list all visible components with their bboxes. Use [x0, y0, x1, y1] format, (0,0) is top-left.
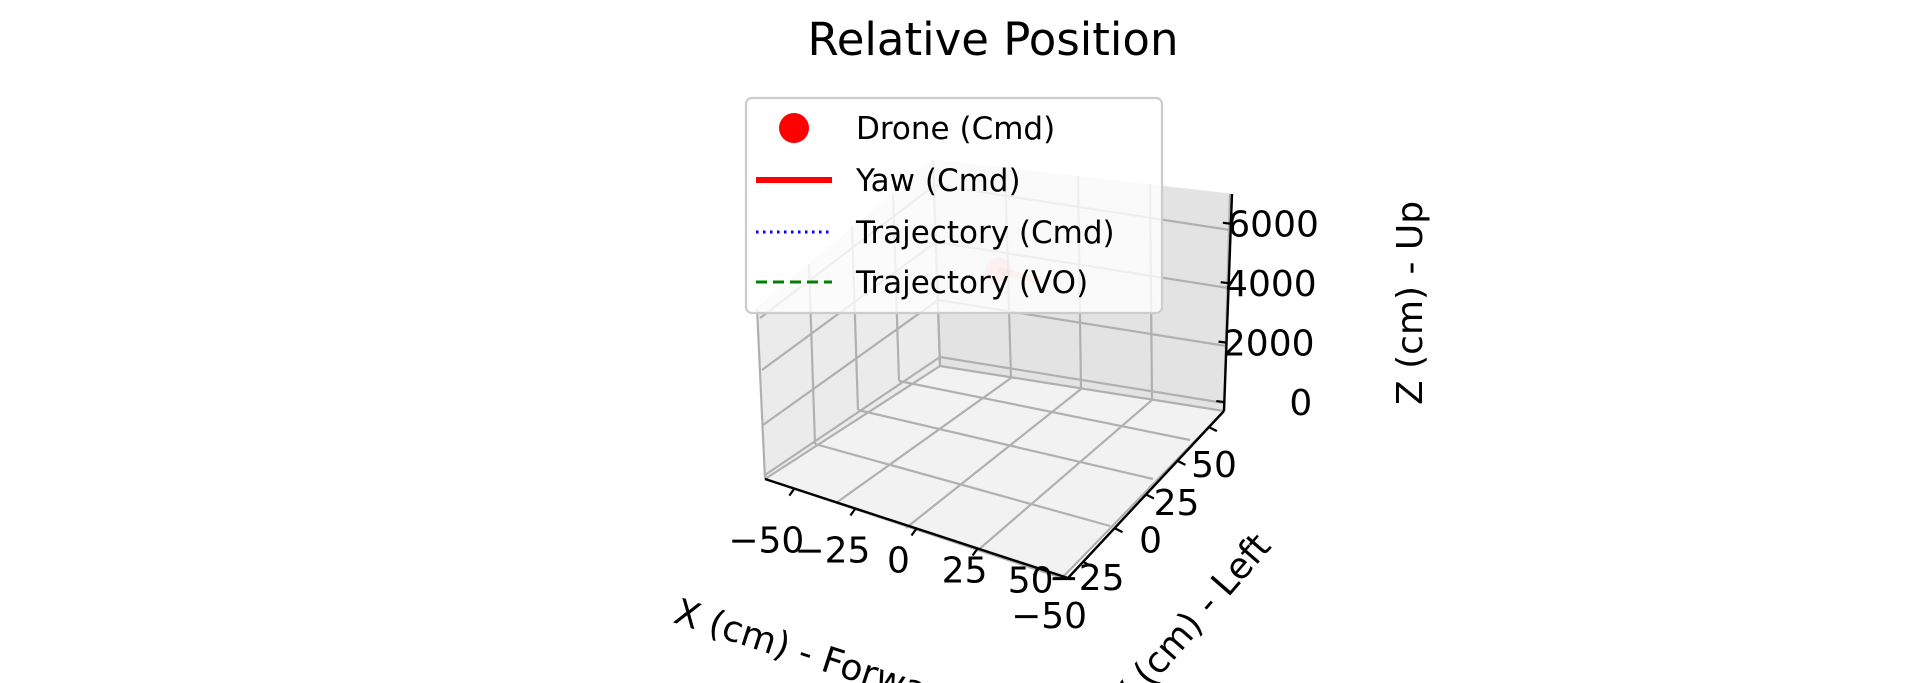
z-axis-line [1222, 193, 1234, 412]
y-tick-mark [1082, 560, 1092, 567]
z-axis-ticks: 0 2000 4000 6000 [1216, 205, 1319, 424]
x-tick-mark [849, 507, 857, 517]
y-tick-mark [1145, 493, 1155, 500]
legend-label: Drone (Cmd) [856, 111, 1055, 147]
z-tick-mark [1218, 340, 1227, 344]
chart-title: Relative Position [808, 13, 1179, 66]
z-tick-label: 0 [1289, 383, 1312, 424]
z-axis-label: Z (cm) - Up [1390, 201, 1431, 405]
legend-entries: Drone (Cmd) Yaw (Cmd) Trajectory (Cmd) Traj… [756, 111, 1115, 301]
y-tick-label: 0 [1139, 521, 1162, 562]
z-tick-label: 2000 [1223, 324, 1315, 365]
x-tick-mark [910, 527, 918, 537]
legend-label: Trajectory (VO) [855, 265, 1088, 301]
z-tick-label: 6000 [1227, 205, 1319, 246]
x-tick-label: −25 [794, 531, 870, 572]
z-tick-label: 4000 [1225, 264, 1317, 305]
x-tick-mark [788, 487, 796, 497]
y-tick-mark [1176, 459, 1186, 466]
x-axis-ticks: −50−25 0 25 50 [728, 487, 1054, 601]
y-tick-mark [1208, 426, 1218, 433]
x-tick-mark [1032, 567, 1040, 577]
x-tick-label: 25 [942, 550, 988, 591]
y-tick-mark [1114, 527, 1124, 534]
z-tick-mark [1216, 399, 1225, 404]
legend: Drone (Cmd) Yaw (Cmd) Trajectory (Cmd) Traj… [744, 96, 1164, 315]
y-tick-label: 25 [1154, 483, 1200, 524]
legend-label: Yaw (Cmd) [855, 163, 1021, 199]
legend-marker-drone [779, 113, 809, 143]
x-tick-label: 50 [1008, 560, 1054, 601]
x-tick-label: −50 [728, 521, 804, 562]
legend-frame [744, 96, 1164, 315]
z-tick-mark [1220, 281, 1229, 285]
legend-label: Trajectory (Cmd) [855, 215, 1115, 251]
x-tick-label: 0 [887, 541, 910, 582]
z-tick-mark [1222, 221, 1232, 225]
y-tick-label: −25 [1049, 558, 1125, 599]
x-tick-mark [971, 547, 979, 557]
y-tick-label: 50 [1191, 445, 1237, 486]
y-tick-label: −50 [1011, 596, 1087, 637]
